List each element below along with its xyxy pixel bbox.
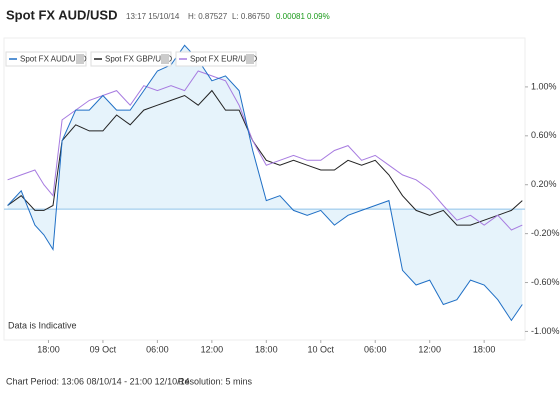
legend-close [161,54,169,64]
x-tick-label: 06:00 [146,344,169,354]
chart-title: Spot FX AUD/USD [6,7,117,22]
x-tick-label: 18:00 [255,344,278,354]
x-tick-label: 12:00 [201,344,224,354]
quote-change: 0.00081 [276,12,305,21]
x-tick-label: 09 Oct [90,344,117,354]
x-tick-label: 10 Oct [308,344,335,354]
area-fill [7,45,523,321]
plot-frame [3,37,526,341]
x-tick-label: 18:00 [473,344,496,354]
y-tick-label: -1.00% [531,326,560,336]
y-tick-label: 1.00% [531,81,557,91]
y-tick-label: 0.20% [531,179,557,189]
legend-item: Spot FX EUR/USD [175,51,257,67]
x-tick-label: 18:00 [37,344,60,354]
quote-time: 13:17 15/10/14 [126,12,180,21]
legend-close [246,54,254,64]
annotation: Data is Indicative [8,320,77,330]
series-line [7,89,523,226]
y-tick-label: -0.60% [531,277,560,287]
legend-label: Spot FX GBP/USD [105,55,172,64]
legend-label: Spot FX AUD/USD [20,55,87,64]
legend-box [5,51,87,67]
quote-change-pct: 0.09% [307,12,330,21]
legend-item: Spot FX GBP/USD [90,51,172,67]
chart-period: Chart Period: 13:06 08/10/14 - 21:00 12/… [6,376,190,386]
x-tick-label: 06:00 [364,344,387,354]
series-line [7,70,523,231]
legend-item: Spot FX AUD/USD [5,51,87,67]
x-tick-label: 12:00 [418,344,441,354]
legend-box [175,51,257,67]
quote-low: L: 0.86750 [232,12,270,21]
legend-close [76,54,84,64]
quote-high: H: 0.87527 [188,12,228,21]
resolution: Resolution: 5 mins [178,376,253,386]
series-line [7,44,523,322]
legend-label: Spot FX EUR/USD [190,55,257,64]
y-tick-label: -0.20% [531,228,560,238]
legend-box [90,51,172,67]
y-tick-label: 0.60% [531,130,557,140]
